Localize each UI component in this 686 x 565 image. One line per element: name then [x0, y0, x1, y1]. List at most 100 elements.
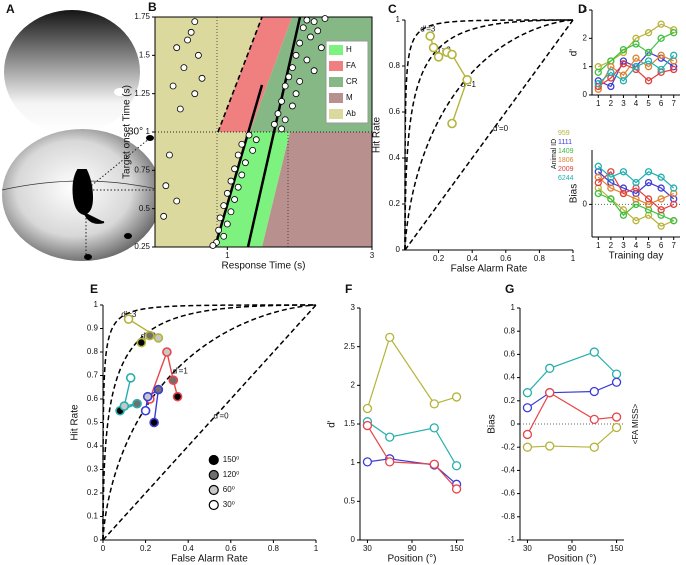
data-point — [274, 110, 282, 117]
y-tick-label: -0.4 — [501, 466, 515, 475]
data-point — [234, 183, 242, 191]
y-tick-label: 2 — [351, 380, 356, 389]
boundary-line — [246, 16, 302, 248]
x-tick-label: 4 — [634, 99, 639, 108]
series-line — [526, 351, 617, 394]
panel-label: B — [148, 0, 157, 14]
data-point — [657, 222, 665, 230]
y-tick-label: 0.6 — [504, 350, 516, 359]
x-tick-label: 0.4 — [467, 254, 479, 263]
legend-label: 60⁰ — [223, 485, 235, 494]
y-tick-label: 1.25 — [134, 89, 150, 98]
x-axis-label: Response Time (s) — [222, 261, 306, 272]
y-axis-label: Hit Rate — [70, 404, 81, 441]
y-tick-label: 0.3 — [87, 465, 99, 474]
legend-marker — [208, 454, 219, 466]
data-point — [545, 441, 555, 451]
data-point — [299, 24, 307, 32]
legend-swatch — [329, 45, 343, 55]
data-point — [238, 171, 246, 179]
data-point — [278, 125, 285, 133]
data-point — [362, 420, 373, 431]
data-point — [594, 162, 602, 170]
series-line — [366, 336, 457, 409]
y-tick-label: 0 — [396, 245, 401, 254]
data-point — [670, 200, 678, 209]
data-point — [644, 57, 653, 65]
series-line — [527, 381, 617, 409]
data-point — [310, 67, 318, 75]
data-point — [385, 432, 395, 442]
data-point — [296, 78, 304, 85]
data-point — [619, 60, 628, 68]
dprime-curve — [404, 19, 574, 251]
x-tick-label: 0.8 — [268, 544, 280, 553]
y-tick-label: 1 — [146, 127, 151, 136]
x-axis-label: Position (°) — [547, 554, 596, 565]
data-point — [447, 118, 457, 129]
data-point — [522, 403, 533, 413]
data-point — [462, 75, 472, 85]
stimulus — [114, 88, 126, 96]
legend-label: Ab — [346, 109, 356, 118]
mouse — [72, 169, 105, 224]
y-tick-label: 0.75 — [134, 165, 150, 174]
x-tick-label: 0.2 — [433, 254, 445, 263]
data-point — [252, 136, 260, 144]
data-point — [545, 388, 555, 398]
data-point — [209, 242, 217, 249]
x-tick-label: 150 — [610, 544, 624, 553]
data-point — [132, 398, 142, 409]
data-point — [670, 51, 678, 59]
data-point — [191, 18, 199, 26]
y-tick-label: 3 — [351, 303, 356, 312]
series-line — [597, 54, 674, 90]
legend-label: H — [346, 45, 352, 54]
data-point — [644, 195, 653, 203]
curve-label: d'=1 — [461, 80, 477, 89]
data-point — [292, 51, 300, 59]
x-tick-label: 0.6 — [225, 544, 237, 553]
data-point — [589, 347, 599, 357]
y-tick-label: 2 — [583, 33, 588, 42]
y-tick-label: 0.25 — [134, 242, 150, 251]
y-tick-label: 0 — [583, 90, 588, 99]
y-tick-label: -1 — [508, 535, 516, 544]
legend-marker — [208, 484, 219, 496]
y-tick-label: 0.6 — [87, 394, 99, 403]
x-tick-label: 150 — [450, 544, 464, 553]
target — [146, 135, 154, 141]
data-point — [522, 442, 533, 452]
y-tick-label: 0.1 — [87, 512, 99, 521]
data-point — [589, 386, 599, 397]
y-tick-label: 0.5 — [139, 204, 151, 213]
data-point — [292, 90, 300, 98]
data-point — [119, 401, 130, 411]
data-point — [632, 54, 640, 62]
data-point — [142, 391, 153, 402]
legend-swatch — [329, 93, 343, 103]
panel-label: G — [505, 282, 514, 296]
data-point — [220, 232, 228, 240]
data-point — [166, 151, 173, 159]
data-point — [657, 184, 665, 192]
data-point — [611, 422, 622, 433]
data-point — [451, 392, 462, 402]
y-tick-label: 0.9 — [87, 324, 99, 333]
y-tick-label: 0.2 — [504, 396, 516, 405]
x-tick-label: 0.4 — [183, 544, 195, 553]
data-point — [153, 384, 164, 395]
data-point — [657, 34, 665, 42]
x-tick-label: 7 — [671, 241, 676, 250]
y-tick-label: 0.8 — [504, 326, 516, 335]
data-point — [644, 168, 653, 176]
y-tick-label: 0 — [583, 199, 588, 208]
angle-annotation: 30° — [128, 127, 143, 138]
data-point — [238, 140, 246, 148]
data-point — [172, 391, 183, 402]
data-point — [362, 403, 373, 414]
data-point — [611, 412, 622, 422]
data-point — [136, 337, 147, 348]
data-point — [231, 196, 238, 203]
y-tick-label: 1 — [511, 303, 516, 312]
